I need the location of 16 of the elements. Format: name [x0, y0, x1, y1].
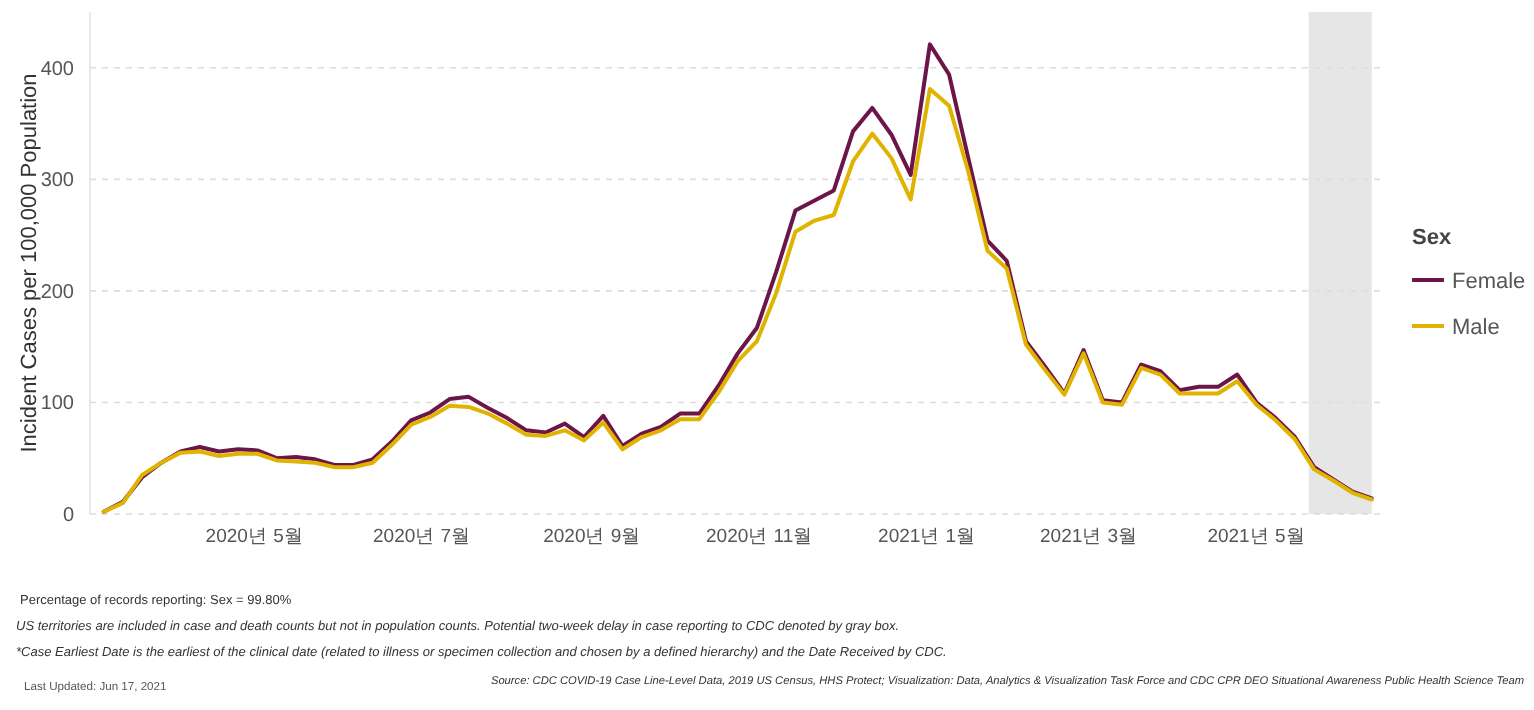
legend-label: Male: [1452, 316, 1500, 340]
y-tick-label: 400: [40, 58, 75, 81]
y-tick-label: 300: [40, 170, 75, 193]
x-tick-label: 2020년 11월: [706, 526, 814, 548]
y-tick-label: 0: [62, 505, 75, 527]
x-tick-label: 2021년 3월: [1040, 526, 1139, 548]
y-axis-title: Incident Cases per 100,000 Population: [18, 73, 42, 453]
x-tick-label: 2020년 7월: [373, 526, 472, 548]
y-tick-label: 100: [40, 393, 75, 416]
y-tick-label: 200: [40, 281, 75, 304]
legend-title: Sex: [1412, 226, 1453, 250]
x-tick-label: 2021년 5월: [1207, 526, 1306, 548]
x-tick-label: 2021년 1월: [878, 526, 977, 548]
x-tick-label: 2020년 9월: [543, 526, 642, 548]
x-tick-label: 2020년 5월: [205, 526, 304, 548]
legend-label: Female: [1452, 270, 1526, 294]
